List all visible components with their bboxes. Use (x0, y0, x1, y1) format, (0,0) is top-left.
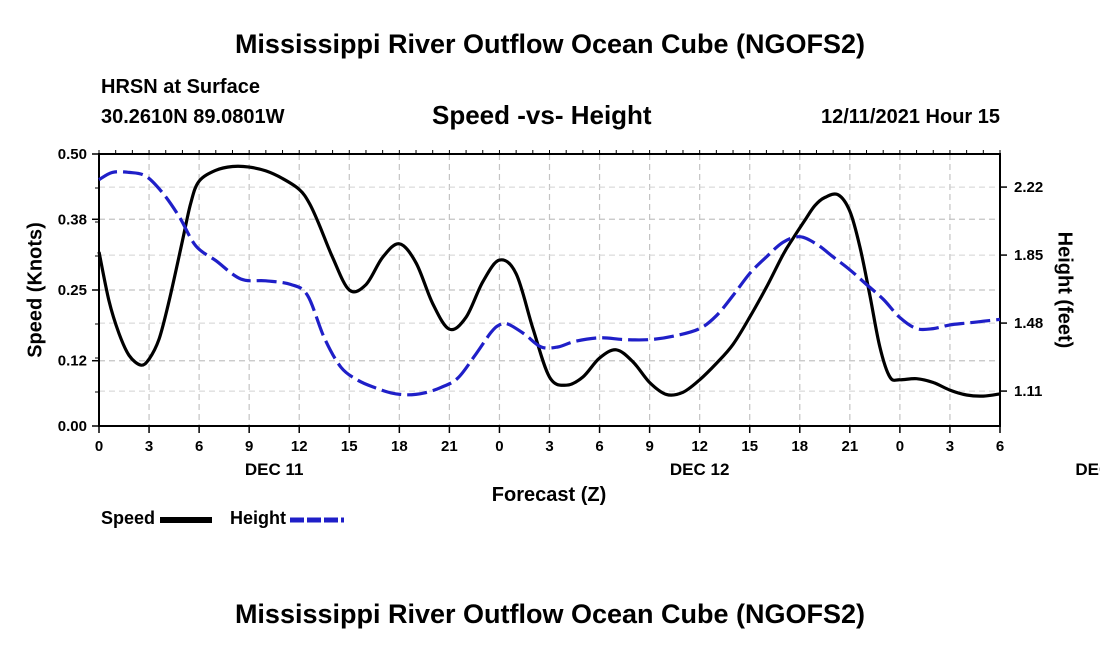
x-tick-label: 6 (996, 438, 1004, 455)
y2-tick-label: 1.11 (1014, 383, 1042, 400)
legend-speed-label: Speed (101, 508, 156, 528)
x-tick-label: 9 (645, 438, 653, 455)
x-tick-label: 3 (946, 438, 954, 455)
legend-speed-line (160, 517, 212, 523)
bottom-title: Mississippi River Outflow Ocean Cube (NG… (234, 599, 866, 629)
coordinates-label: 30.2610N 89.0801W (101, 106, 285, 128)
x-tick-label: 0 (495, 438, 503, 455)
y2-tick-label: 1.48 (1014, 315, 1043, 332)
chart-series (97, 164, 1001, 398)
x-tick-label: 21 (441, 438, 458, 455)
x-tick-label: 0 (95, 438, 103, 455)
x-tick-label: 6 (595, 438, 603, 455)
y-axis-label: Speed (Knots) (24, 222, 46, 358)
y-tick-label: 0.25 (58, 282, 87, 299)
x-tick-label: 12 (291, 438, 308, 455)
y-tick-label: 0.38 (58, 211, 87, 228)
day-label: DEC 12 (670, 460, 730, 479)
x-tick-label: 21 (841, 438, 858, 455)
y-tick-label: 0.00 (58, 418, 87, 435)
x-tick-label: 3 (145, 438, 153, 455)
x-tick-label: 0 (896, 438, 904, 455)
y-tick-label: 0.12 (58, 353, 87, 370)
x-tick-label: 9 (245, 438, 253, 455)
y2-tick-label: 2.22 (1014, 179, 1043, 196)
legend-height-line (290, 517, 344, 523)
x-tick-label: 18 (791, 438, 808, 455)
legend-height-label: Height (230, 508, 286, 528)
y2-axis-label: Height (feet) (1054, 232, 1076, 349)
station-label: HRSN at Surface (101, 76, 260, 98)
chart-title: Speed -vs- Height (432, 100, 652, 130)
x-axis-label: Forecast (Z) (492, 484, 606, 506)
day-label: DEC 13 (1075, 460, 1100, 479)
x-tick-label: 15 (341, 438, 358, 455)
y2-tick-label: 1.85 (1014, 247, 1043, 264)
datetime-label: 12/11/2021 Hour 15 (820, 106, 1000, 128)
chart-grid (99, 154, 1000, 426)
series-line-speed (97, 164, 1001, 398)
x-tick-label: 18 (391, 438, 408, 455)
chart-axes: 0 3 6 9 12 15 18 21 0 3 6 9 12 15 18 21 0 3 6 0.00 0.12 0.25 0… (58, 146, 1100, 479)
x-tick-label: 6 (195, 438, 203, 455)
series-line-height (98, 170, 1001, 397)
main-title: Mississippi River Outflow Ocean Cube (NG… (234, 29, 866, 59)
day-label: DEC 11 (245, 460, 304, 479)
x-tick-label: 15 (741, 438, 758, 455)
x-tick-label: 3 (545, 438, 553, 455)
y-tick-label: 0.50 (58, 146, 87, 163)
x-tick-label: 12 (691, 438, 708, 455)
